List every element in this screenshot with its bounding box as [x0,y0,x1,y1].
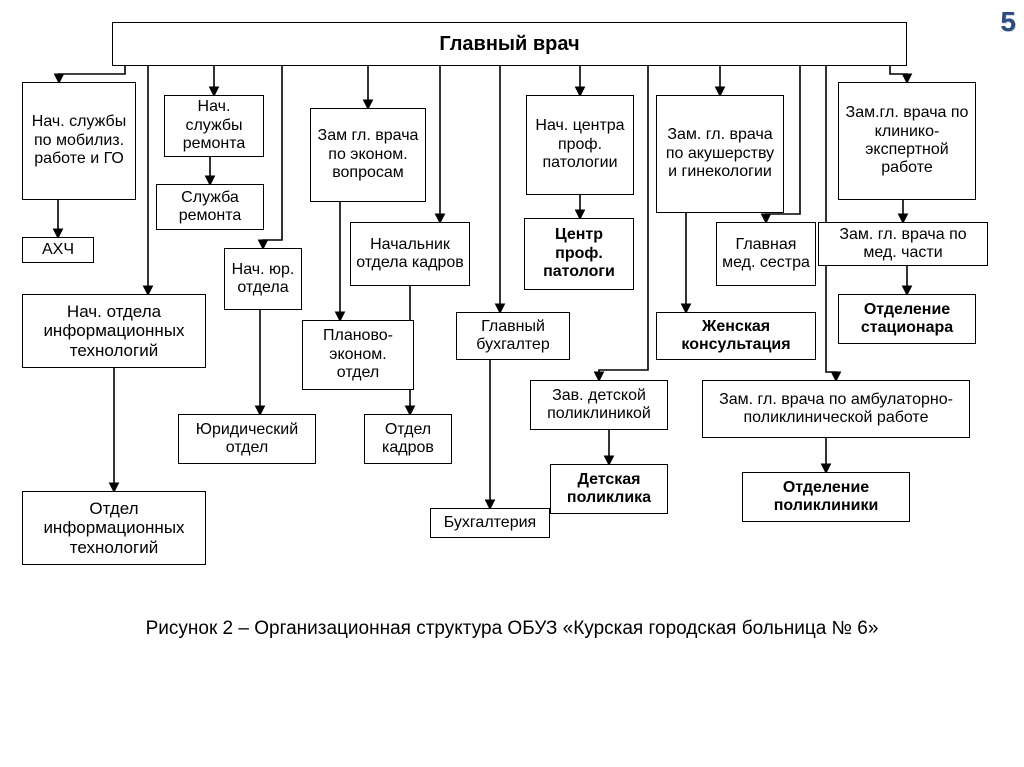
org-node-repair_srv: Служба ремонта [156,184,264,230]
edge-root-to-mobil [59,66,125,82]
org-node-econ_dep: Зам гл. врача по эконом. вопросам [310,108,426,202]
org-node-women: Женская консультация [656,312,816,360]
org-node-hr_dept: Отдел кадров [364,414,452,464]
org-node-jur_dept: Юридический отдел [178,414,316,464]
org-node-root: Главный врач [112,22,907,66]
edge-root-to-jur_head [263,66,282,248]
figure-caption: Рисунок 2 – Организационная структура ОБ… [0,618,1024,640]
org-node-ambul_dep: Зам. гл. врача по амбулаторно-поликлинич… [702,380,970,438]
org-node-it_dept: Отдел информационных технологий [22,491,206,565]
org-node-akush_dep: Зам. гл. врача по акушерству и гинеколог… [656,95,784,213]
org-node-hr_head: Начальник отдела кадров [350,222,470,286]
org-node-jur_head: Нач. юр. отдела [224,248,302,310]
org-node-buh_main: Главный бухгалтер [456,312,570,360]
org-node-child_head: Зав. детской поликлиникой [530,380,668,430]
org-node-clinexp: Зам.гл. врача по клинико-экспертной рабо… [838,82,976,200]
caption-text: Рисунок 2 – Организационная структура ОБ… [146,618,879,639]
org-node-mobil: Нач. службы по мобилиз. работе и ГО [22,82,136,200]
org-node-nurse: Главная мед. сестра [716,222,816,286]
org-node-stationar: Отделение стационара [838,294,976,344]
org-node-buh_dept: Бухгалтерия [430,508,550,538]
org-node-akhch: АХЧ [22,237,94,263]
org-chart-canvas: 5 Главный врач Нач. службы по мобилиз. ра… [0,0,1024,767]
org-node-poly_dept: Отделение поликлиники [742,472,910,522]
org-node-plan_econ: Планово-эконом. отдел [302,320,414,390]
org-node-med_part: Зам. гл. врача по мед. части [818,222,988,266]
org-node-profpat_h: Нач. центра проф. патологии [526,95,634,195]
org-node-it_head: Нач. отдела информационных технологий [22,294,206,368]
edge-root-to-clinexp [890,66,907,82]
page-number-badge: 5 [1000,6,1016,38]
org-node-child_poly: Детская поликлика [550,464,668,514]
org-node-repair_head: Нач. службы ремонта [164,95,264,157]
org-node-profpat_c: Центр проф. патологи [524,218,634,290]
